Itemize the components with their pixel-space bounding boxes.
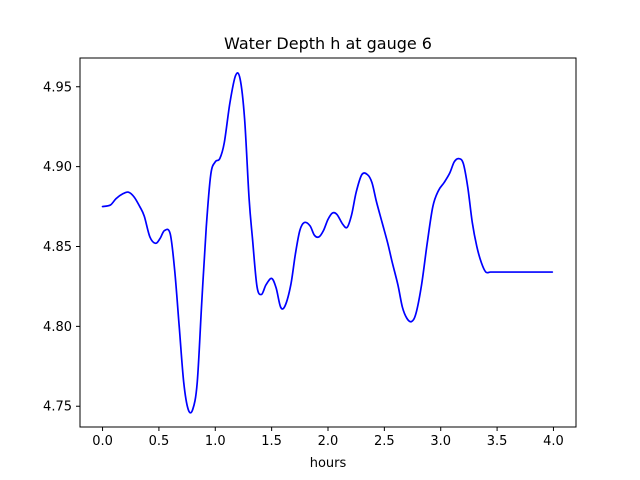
series-line-0	[101, 72, 554, 414]
x-axis-label: hours	[310, 456, 347, 471]
plot-frame	[79, 57, 577, 428]
chart-title: Water Depth h at gauge 6	[224, 34, 432, 53]
y-tick-label: 4.80	[43, 320, 72, 335]
x-tick-label: 2.5	[374, 434, 395, 449]
x-tick-label: 0.5	[149, 434, 170, 449]
x-axis-ticks: 0.0 0.5 1.0 1.5 2.0 2.5 3.0 3.5 4.0	[92, 427, 564, 449]
y-tick-label: 4.90	[43, 160, 72, 175]
y-tick-label: 4.75	[43, 400, 72, 415]
y-tick-label: 4.95	[43, 80, 72, 95]
x-tick-label: 0.0	[92, 434, 113, 449]
plot-area	[80, 58, 576, 427]
x-tick-label: 2.0	[318, 434, 339, 449]
x-tick-label: 3.0	[430, 434, 451, 449]
x-tick-label: 1.5	[261, 434, 282, 449]
series-layer	[101, 72, 554, 414]
x-tick-label: 1.0	[205, 434, 226, 449]
y-tick-label: 4.85	[43, 240, 72, 255]
x-tick-label: 4.0	[543, 434, 564, 449]
y-axis-ticks: 4.75 4.80 4.85 4.90 4.95	[43, 80, 80, 415]
x-tick-label: 3.5	[487, 434, 508, 449]
